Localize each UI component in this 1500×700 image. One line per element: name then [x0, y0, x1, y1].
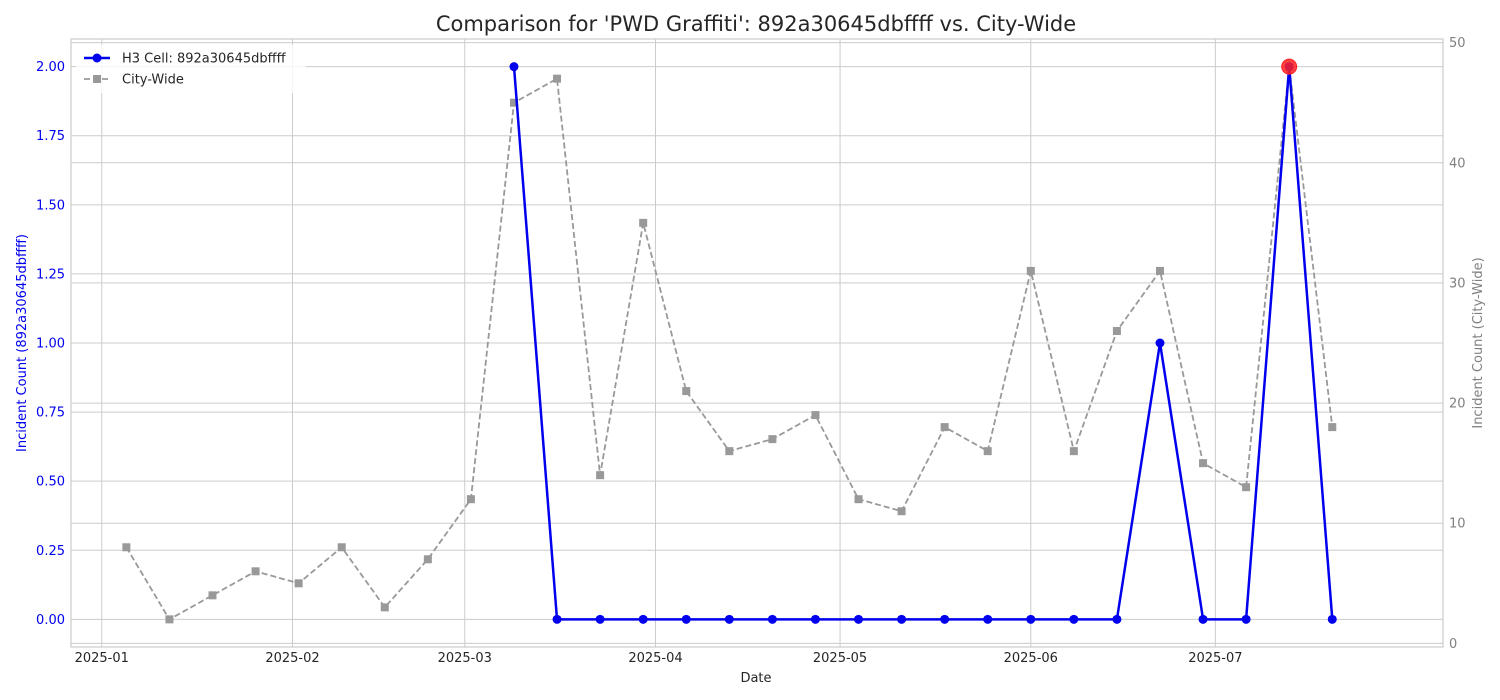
highlight-marker: [1281, 58, 1298, 75]
data-point: [1328, 423, 1337, 432]
data-point: [1155, 338, 1165, 348]
data-point: [897, 614, 907, 624]
legend-marker: [93, 75, 101, 83]
y-axis-label-right: Incident Count (City-Wide): [1471, 257, 1486, 428]
data-point: [725, 447, 734, 456]
data-point: [380, 603, 389, 612]
data-point: [854, 614, 864, 624]
data-point: [897, 507, 906, 516]
data-point: [251, 567, 260, 576]
data-point: [1327, 614, 1337, 624]
legend-label: City-Wide: [122, 73, 184, 88]
data-point: [811, 411, 820, 420]
data-point: [553, 74, 562, 83]
x-tick-label: 2025-03: [438, 651, 492, 666]
y-left-tick-label: 0.75: [36, 406, 65, 421]
axes: 2025-01 2025-02 2025-03 2025-04 2025-05 2025-…: [36, 36, 1466, 666]
legend: H3 Cell: 892a30645dbffff City-Wide: [76, 45, 306, 93]
legend-entry-h3-cell: H3 Cell: 892a30645dbffff: [84, 52, 287, 67]
y-axis-label-left: Incident Count (892a30645dbffff): [15, 234, 30, 452]
series-line: [512, 65, 1334, 621]
data-point: [1199, 459, 1208, 468]
data-point: [983, 447, 992, 456]
data-point: [810, 614, 820, 624]
data-point: [1069, 614, 1079, 624]
data-point: [767, 614, 777, 624]
y-left-tick-label: 1.75: [36, 129, 65, 144]
data-point: [1112, 614, 1122, 624]
x-axis-label: Date: [740, 671, 771, 686]
y-left-tick-label: 0.25: [36, 544, 65, 559]
data-point: [854, 495, 863, 504]
data-point: [208, 591, 217, 600]
x-tick-label: 2025-02: [265, 651, 319, 666]
x-tick-label: 2025-06: [1004, 651, 1058, 666]
data-point: [1112, 326, 1121, 335]
data-point: [423, 555, 432, 564]
data-point: [165, 615, 174, 624]
series-layer: [122, 58, 1337, 624]
data-point: [509, 98, 518, 107]
legend-entry-city-wide: City-Wide: [84, 73, 184, 88]
data-point: [1198, 614, 1208, 624]
legend-label: H3 Cell: 892a30645dbffff: [122, 52, 287, 67]
y-left-tick-label: 1.50: [36, 198, 65, 213]
data-point: [940, 423, 949, 432]
data-point: [1026, 614, 1036, 624]
y-right-tick-label: 40: [1449, 156, 1466, 171]
x-tick-label: 2025-07: [1188, 651, 1242, 666]
y-right-tick-label: 30: [1449, 276, 1466, 291]
data-point: [294, 579, 303, 588]
x-tick-label: 2025-04: [628, 651, 682, 666]
data-point: [1026, 266, 1035, 275]
y-right-tick-label: 0: [1449, 637, 1457, 652]
data-point: [596, 471, 605, 480]
data-point: [595, 614, 605, 624]
data-point: [682, 387, 691, 396]
chart-title: Comparison for 'PWD Graffiti': 892a30645…: [436, 12, 1076, 36]
data-point: [983, 614, 993, 624]
y-right-tick-label: 50: [1449, 36, 1466, 51]
y-left-tick-label: 1.00: [36, 337, 65, 352]
data-point: [639, 218, 648, 227]
data-point: [1242, 483, 1251, 492]
data-point: [1069, 447, 1078, 456]
data-point: [681, 614, 691, 624]
series-h3-cell: [509, 62, 1337, 624]
y-left-tick-label: 2.00: [36, 60, 65, 75]
plot-frame: [70, 38, 1444, 648]
y-left-tick-label: 0.00: [36, 613, 65, 628]
data-point: [638, 614, 648, 624]
x-tick-label: 2025-05: [813, 651, 867, 666]
y-left-tick-label: 1.25: [36, 267, 65, 282]
y-right-tick-label: 10: [1449, 517, 1466, 532]
data-point: [337, 543, 346, 552]
y-left-tick-label: 0.50: [36, 475, 65, 490]
legend-box: [76, 45, 306, 93]
data-point: [768, 435, 777, 444]
legend-marker: [92, 53, 102, 63]
data-point: [509, 62, 519, 72]
data-point: [466, 495, 475, 504]
data-point: [1241, 614, 1251, 624]
data-point: [940, 614, 950, 624]
data-point: [1155, 266, 1164, 275]
data-point: [552, 614, 562, 624]
grid: [71, 39, 1443, 647]
data-point: [122, 543, 131, 552]
data-point: [724, 614, 734, 624]
x-tick-label: 2025-01: [75, 651, 129, 666]
y-right-tick-label: 20: [1449, 397, 1466, 412]
